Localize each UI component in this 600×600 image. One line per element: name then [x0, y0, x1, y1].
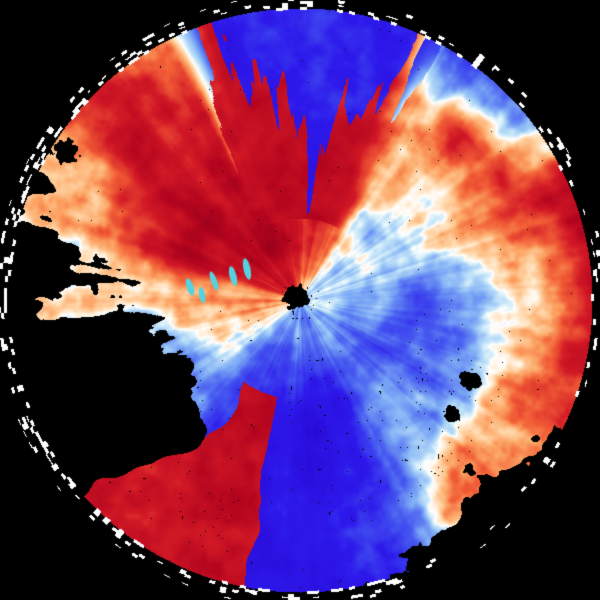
radar-velocity-image: [0, 0, 600, 600]
radar-display: [0, 0, 600, 600]
